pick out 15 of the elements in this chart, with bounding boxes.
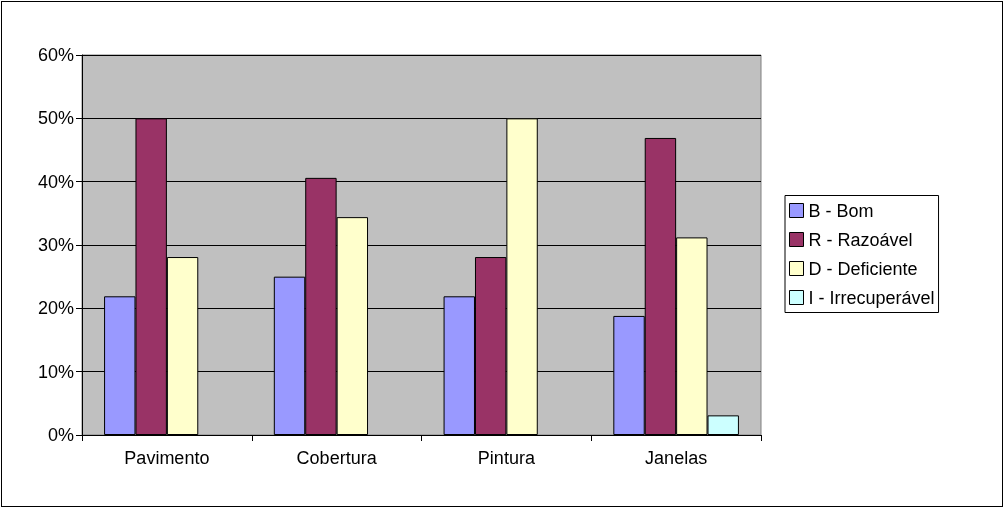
y-tick-label: 0% [47, 425, 74, 445]
x-tick-label: Pintura [477, 448, 536, 468]
x-tick-label: Cobertura [296, 448, 378, 468]
legend-label: I - Irrecuperável [808, 287, 935, 308]
y-tick-label: 10% [37, 361, 74, 382]
legend-label: D - Deficiente [808, 258, 918, 279]
legend-label: R - Razoável [808, 229, 913, 250]
y-tick-label: 40% [37, 171, 74, 192]
legend-label: B - Bom [808, 200, 874, 221]
y-tick-label: 50% [37, 108, 74, 129]
y-tick-label: 20% [37, 298, 74, 319]
y-tick-label: 60% [37, 45, 74, 65]
y-tick-label: 30% [37, 235, 74, 255]
x-tick-label: Pavimento [124, 448, 210, 468]
x-tick-label: Janelas [645, 448, 708, 468]
